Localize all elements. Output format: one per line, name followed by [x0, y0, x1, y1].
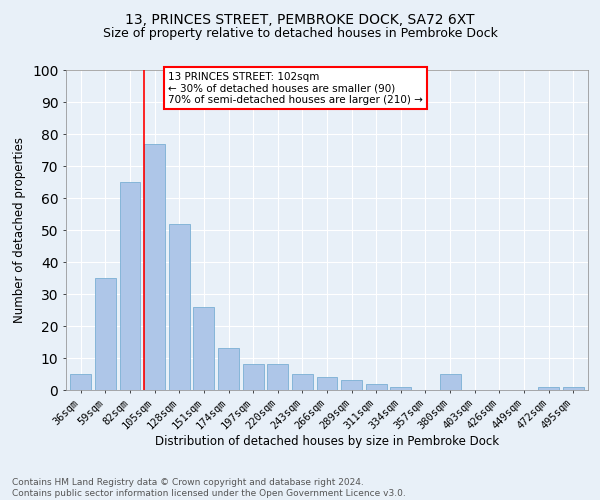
Bar [70, 374, 91, 390]
Bar [169, 224, 190, 390]
Bar [242, 364, 263, 390]
Text: Contains HM Land Registry data © Crown copyright and database right 2024.
Contai: Contains HM Land Registry data © Crown c… [12, 478, 406, 498]
Bar [563, 387, 584, 390]
X-axis label: Distribution of detached houses by size in Pembroke Dock: Distribution of detached houses by size … [155, 436, 499, 448]
Bar [538, 387, 559, 390]
Bar [95, 278, 116, 390]
Bar [366, 384, 387, 390]
Bar [119, 182, 140, 390]
Bar [391, 387, 412, 390]
Bar [341, 380, 362, 390]
Bar [144, 144, 165, 390]
Bar [317, 377, 337, 390]
Text: 13, PRINCES STREET, PEMBROKE DOCK, SA72 6XT: 13, PRINCES STREET, PEMBROKE DOCK, SA72 … [125, 12, 475, 26]
Text: 13 PRINCES STREET: 102sqm
← 30% of detached houses are smaller (90)
70% of semi-: 13 PRINCES STREET: 102sqm ← 30% of detac… [168, 72, 422, 105]
Bar [267, 364, 288, 390]
Text: Size of property relative to detached houses in Pembroke Dock: Size of property relative to detached ho… [103, 28, 497, 40]
Bar [193, 307, 214, 390]
Bar [292, 374, 313, 390]
Bar [440, 374, 461, 390]
Y-axis label: Number of detached properties: Number of detached properties [13, 137, 26, 323]
Bar [218, 348, 239, 390]
